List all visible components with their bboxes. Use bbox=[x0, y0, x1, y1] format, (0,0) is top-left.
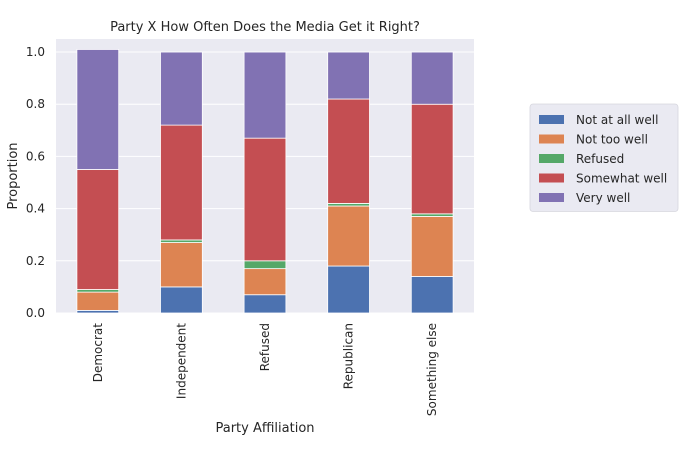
bar-segment bbox=[410, 103, 454, 215]
legend-swatch bbox=[539, 115, 564, 124]
y-tick-label: 0.8 bbox=[26, 97, 45, 111]
y-tick-label: 0.2 bbox=[26, 254, 45, 268]
bar-segment bbox=[243, 260, 287, 270]
y-tick-label: 0.6 bbox=[26, 149, 45, 163]
legend-label: Not too well bbox=[576, 133, 648, 147]
y-tick-label: 1.0 bbox=[26, 45, 45, 59]
bar-segment bbox=[327, 51, 370, 100]
bar-segment bbox=[243, 268, 287, 296]
bar-segment bbox=[160, 286, 203, 314]
bar-segment bbox=[243, 294, 287, 314]
y-tick-label: 0.0 bbox=[26, 306, 45, 320]
legend-swatch bbox=[539, 173, 564, 183]
y-axis-label: Proportion bbox=[6, 142, 21, 209]
x-tick-label: Republican bbox=[342, 323, 356, 389]
legend-swatch bbox=[539, 134, 564, 144]
bar-segment bbox=[410, 216, 454, 277]
bar-segment bbox=[76, 169, 120, 290]
bar-segment bbox=[160, 124, 203, 241]
bar-segment bbox=[327, 98, 370, 204]
x-tick-label: Independent bbox=[174, 323, 188, 399]
bar-segment bbox=[327, 205, 370, 267]
legend-frame bbox=[529, 103, 679, 212]
bar-segment bbox=[327, 265, 370, 314]
bar-segment bbox=[243, 51, 287, 139]
bar-segment bbox=[410, 276, 454, 314]
bar-segment bbox=[160, 242, 203, 288]
legend-label: Not at all well bbox=[576, 113, 658, 127]
x-tick-label: Refused bbox=[258, 323, 272, 371]
legend-label: Somewhat well bbox=[576, 172, 667, 186]
legend: Not at all well Not too well Refused Somewh… bbox=[529, 103, 679, 212]
legend-label: Very well bbox=[576, 191, 630, 205]
y-tick-label: 0.4 bbox=[26, 202, 45, 216]
x-tick-label: Democrat bbox=[91, 323, 105, 383]
bar-segment bbox=[160, 51, 203, 126]
bar-segment bbox=[243, 137, 287, 262]
x-axis-label: Party Affiliation bbox=[215, 421, 314, 436]
x-tick-label: Something else bbox=[425, 323, 439, 416]
legend-swatch bbox=[539, 154, 564, 163]
legend-swatch bbox=[539, 193, 564, 202]
chart-title: Party X How Often Does the Media Get it … bbox=[110, 20, 420, 35]
bar-segment bbox=[76, 291, 120, 311]
bar-segment bbox=[410, 51, 454, 105]
bar-segment bbox=[76, 49, 120, 170]
legend-label: Refused bbox=[576, 152, 624, 166]
